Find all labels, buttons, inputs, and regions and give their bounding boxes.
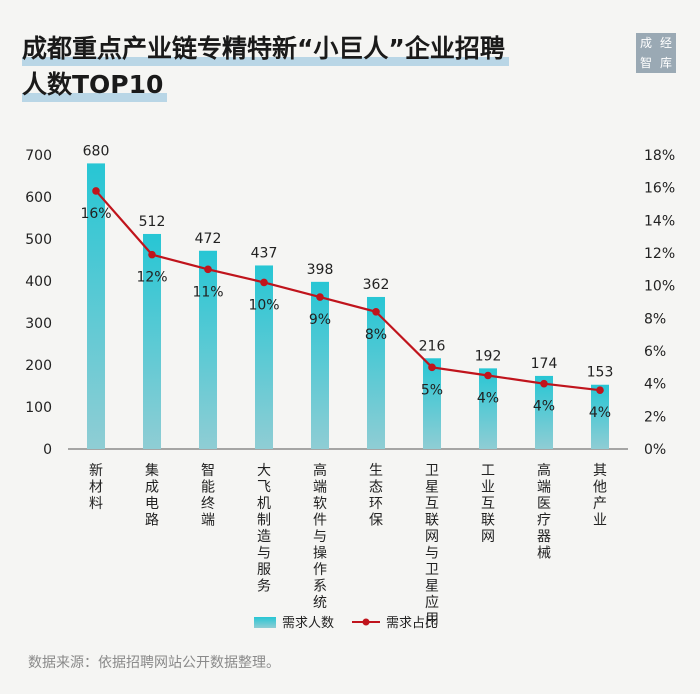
- y-right-tick-label: 18%: [644, 148, 675, 164]
- y-right-tick-label: 2%: [644, 409, 666, 425]
- line-value-label: 11%: [192, 284, 223, 300]
- line-value-label: 8%: [365, 327, 387, 343]
- bar-value-label: 153: [587, 365, 614, 381]
- y-axis-left: 0 100 200 300 400 500 600 700: [25, 148, 52, 458]
- category-label: 高端医疗器械: [537, 462, 551, 562]
- line-point: [596, 386, 604, 395]
- y-left-tick-label: 600: [25, 190, 52, 206]
- title-line-1: 成都重点产业链专精特新“小巨人”企业招聘: [22, 32, 509, 66]
- bar: [423, 358, 441, 449]
- bar: [143, 233, 161, 449]
- legend: 需求人数 需求占比: [254, 616, 438, 631]
- bar-value-label: 174: [531, 356, 558, 372]
- y-left-tick-label: 500: [25, 232, 52, 248]
- line-point: [540, 379, 548, 388]
- category-label: 新材料: [89, 463, 103, 512]
- bar: [367, 296, 385, 449]
- source-note: 数据来源：依据招聘网站公开数据整理。: [28, 655, 280, 671]
- share-line: [95, 190, 601, 392]
- category-label: 生态环保: [369, 463, 383, 529]
- y-right-tick-label: 0%: [644, 442, 666, 458]
- logo-char: 经: [659, 36, 672, 50]
- bar-series: [87, 163, 609, 449]
- line-value-label: 16%: [80, 206, 111, 222]
- y-axis-right: 0% 2% 4% 6% 8% 10% 12% 14% 16% 18%: [644, 148, 675, 458]
- category-label: 高端软件与操作系统: [313, 462, 327, 611]
- line-point: [372, 308, 380, 316]
- category-label: 工业互联网: [481, 463, 495, 545]
- legend-line-label: 需求占比: [386, 616, 438, 631]
- category-label: 卫星互联网与卫星应用: [425, 463, 439, 628]
- y-right-tick-label: 12%: [644, 246, 675, 262]
- line-point: [148, 250, 156, 259]
- bar: [199, 250, 217, 449]
- brand-logo: 成 经 智 库: [636, 33, 676, 73]
- logo-char: 库: [659, 56, 672, 70]
- category-label: 智能终端: [201, 463, 215, 529]
- bar-value-label: 512: [139, 214, 166, 230]
- y-right-tick-label: 4%: [644, 377, 666, 393]
- y-right-tick-label: 8%: [644, 311, 666, 327]
- line-point: [316, 293, 324, 301]
- bar: [535, 375, 553, 449]
- y-right-tick-label: 10%: [644, 279, 675, 295]
- y-right-tick-label: 14%: [644, 213, 675, 229]
- y-right-tick-label: 6%: [644, 344, 666, 360]
- bar-value-label: 437: [251, 245, 278, 261]
- bar-value-labels: 680 512 472 437 398 362 216 192 174 153: [83, 143, 614, 380]
- category-label: 集成电路: [145, 462, 159, 529]
- title-line-2: 人数TOP10: [22, 68, 168, 102]
- chart-title: 成都重点产业链专精特新“小巨人”企业招聘 人数TOP10: [22, 32, 509, 102]
- line-value-label: 10%: [248, 297, 279, 313]
- line-point: [484, 371, 492, 380]
- line-value-label: 5%: [421, 382, 443, 398]
- legend-line-marker: [362, 618, 370, 626]
- logo-char: 成: [639, 36, 652, 50]
- y-left-tick-label: 300: [25, 316, 52, 332]
- line-value-label: 9%: [309, 312, 331, 328]
- bar: [255, 265, 273, 449]
- bar-value-label: 472: [195, 231, 222, 247]
- bar-value-label: 362: [363, 277, 390, 293]
- y-left-tick-label: 200: [25, 358, 52, 374]
- bar: [87, 163, 105, 449]
- category-label: 大飞机制造与服务: [257, 463, 271, 595]
- bar-value-label: 192: [475, 348, 502, 364]
- category-labels: 新材料 集成电路 智能终端 大飞机制造与服务 高端软件与操作系统 生态环保 卫星互联网与卫星…: [89, 462, 607, 628]
- y-left-tick-label: 0: [43, 442, 52, 458]
- line-value-label: 4%: [477, 391, 499, 407]
- y-left-tick-label: 400: [25, 274, 52, 290]
- y-left-tick-label: 100: [25, 400, 52, 416]
- legend-bar-label: 需求人数: [282, 616, 334, 631]
- line-series: 16% 12% 11% 10% 9% 8% 5% 4% 4% 4%: [80, 187, 611, 421]
- line-value-label: 12%: [136, 270, 167, 286]
- bar-value-label: 216: [419, 338, 446, 354]
- category-label: 其他产业: [593, 463, 607, 529]
- bar-value-label: 398: [307, 262, 334, 278]
- y-right-tick-label: 16%: [644, 181, 675, 197]
- line-value-label: 4%: [589, 405, 611, 421]
- line-point: [92, 187, 100, 195]
- legend-bar-swatch: [254, 617, 276, 628]
- bar: [591, 384, 609, 449]
- bar-value-label: 680: [83, 143, 110, 159]
- line-point: [204, 265, 212, 274]
- y-left-tick-label: 700: [25, 148, 52, 164]
- line-point: [260, 278, 268, 287]
- bar: [311, 281, 329, 449]
- line-value-label: 4%: [533, 399, 555, 415]
- bar: [479, 368, 497, 449]
- line-point: [428, 363, 436, 372]
- logo-char: 智: [639, 56, 652, 70]
